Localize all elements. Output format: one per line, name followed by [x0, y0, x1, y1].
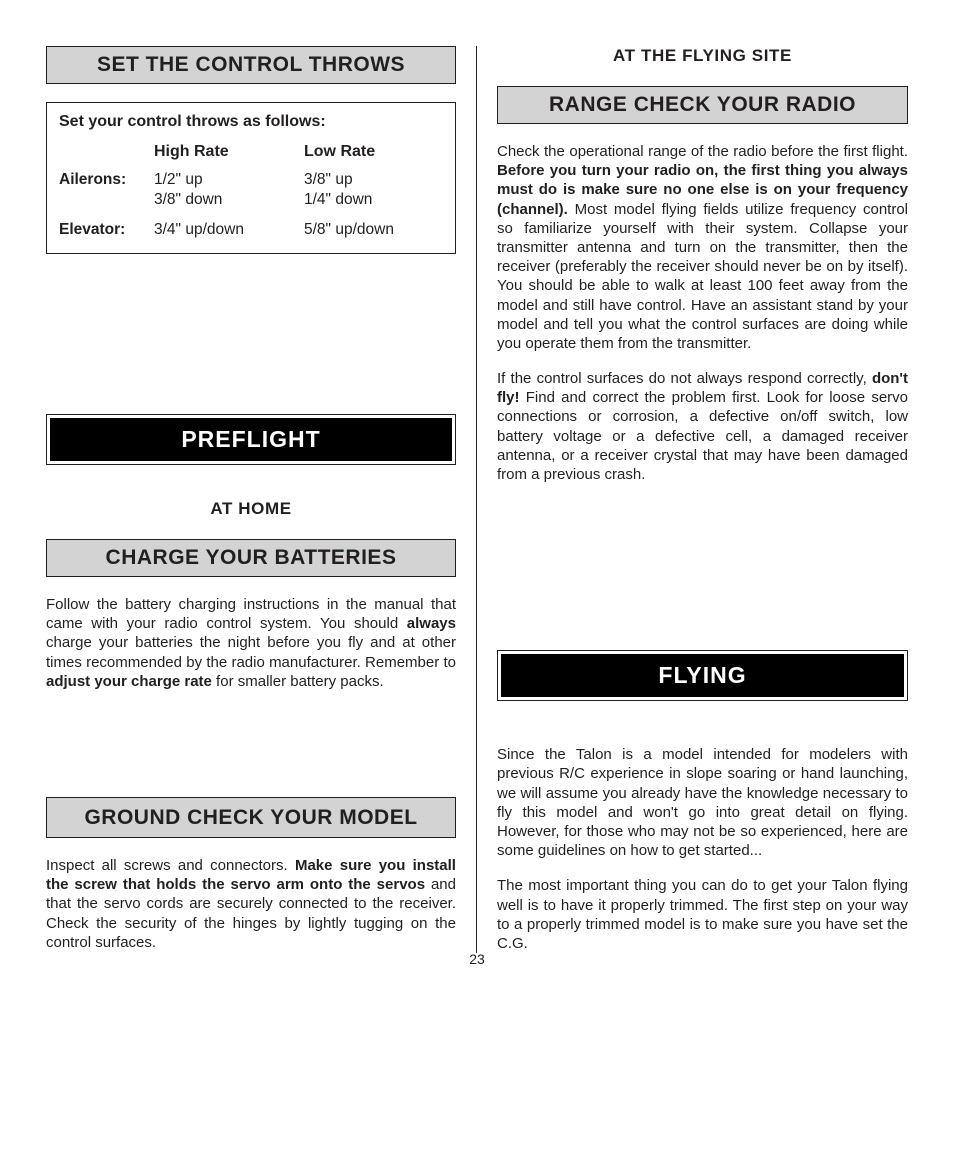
text: charge your batteries the night before y…: [46, 634, 456, 670]
heading-set-control-throws: SET THE CONTROL THROWS: [46, 46, 456, 84]
heading-preflight-wrap: PREFLIGHT: [46, 414, 456, 465]
left-column: SET THE CONTROL THROWS Set your control …: [46, 46, 477, 953]
row-cell: 1/4" down: [304, 191, 443, 209]
text: Inspect all screws and connectors.: [46, 857, 295, 874]
table-header-row: High Rate Low Rate: [59, 143, 443, 161]
table-title: Set your control throws as follows:: [59, 113, 443, 131]
para-range-check-2: If the control surfaces do not always re…: [497, 369, 908, 484]
text: Follow the battery charging instructions…: [46, 596, 456, 632]
bold-text: adjust your charge rate: [46, 673, 212, 690]
heading-flying: FLYING: [501, 654, 904, 697]
spacer: [497, 500, 908, 650]
bold-text: always: [407, 615, 456, 632]
heading-flying-wrap: FLYING: [497, 650, 908, 701]
row-label: Ailerons:: [59, 171, 154, 189]
text: If the control surfaces do not always re…: [497, 370, 872, 387]
text: Find and correct the problem first. Look…: [497, 389, 908, 483]
row-cell: 1/2" up: [154, 171, 304, 189]
text: for smaller battery packs.: [212, 673, 384, 690]
table-row: Elevator: 3/4" up/down 5/8" up/down: [59, 221, 443, 239]
row-label: Elevator:: [59, 221, 154, 239]
heading-text: GROUND CHECK YOUR MODEL: [84, 806, 417, 829]
spacer: [46, 284, 456, 414]
page: SET THE CONTROL THROWS Set your control …: [0, 0, 954, 973]
page-number: 23: [0, 951, 954, 967]
para-flying-2: The most important thing you can do to g…: [497, 876, 908, 953]
table-header-high: High Rate: [154, 143, 304, 161]
row-label-blank: [59, 191, 154, 209]
subhead-at-home: AT HOME: [46, 499, 456, 519]
text: Most model flying fields utilize frequen…: [497, 201, 908, 352]
control-throws-table: Set your control throws as follows: High…: [46, 102, 456, 254]
para-ground-check: Inspect all screws and connectors. Make …: [46, 856, 456, 952]
table-header-low: Low Rate: [304, 143, 443, 161]
spacer: [497, 725, 908, 745]
para-range-check-1: Check the operational range of the radio…: [497, 142, 908, 353]
row-cell: 3/8" up: [304, 171, 443, 189]
table-row: Ailerons: 1/2" up 3/8" up: [59, 171, 443, 189]
row-cell: 5/8" up/down: [304, 221, 443, 239]
table-row: 3/8" down 1/4" down: [59, 191, 443, 209]
spacer: [46, 707, 456, 797]
subhead-flying-site: AT THE FLYING SITE: [497, 46, 908, 66]
heading-charge-batteries: CHARGE YOUR BATTERIES: [46, 539, 456, 577]
row-cell: 3/4" up/down: [154, 221, 304, 239]
text: Check the operational range of the radio…: [497, 143, 908, 160]
para-flying-1: Since the Talon is a model intended for …: [497, 745, 908, 860]
heading-preflight: PREFLIGHT: [50, 418, 452, 461]
heading-ground-check: GROUND CHECK YOUR MODEL: [46, 797, 456, 838]
para-charge-batteries: Follow the battery charging instructions…: [46, 595, 456, 691]
heading-range-check: RANGE CHECK YOUR RADIO: [497, 86, 908, 124]
table-header-blank: [59, 143, 154, 161]
row-cell: 3/8" down: [154, 191, 304, 209]
right-column: AT THE FLYING SITE RANGE CHECK YOUR RADI…: [477, 46, 908, 953]
